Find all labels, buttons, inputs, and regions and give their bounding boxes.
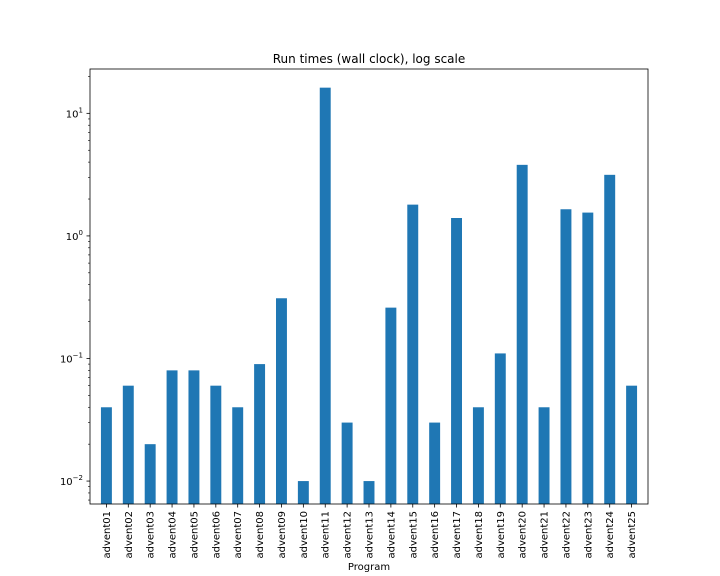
x-tick-label-advent10: advent10 — [299, 511, 310, 559]
bar-advent14 — [385, 307, 397, 504]
x-tick-label-advent04: advent04 — [168, 511, 179, 559]
x-tick-label-advent15: advent15 — [408, 511, 419, 559]
bar-advent22 — [560, 209, 572, 504]
bar-advent02 — [122, 385, 134, 504]
plot-frame — [89, 68, 649, 505]
y-tick-label: 101 — [66, 106, 83, 120]
bar-advent01 — [100, 407, 112, 504]
bars-layer — [100, 87, 638, 504]
x-tick-label-advent06: advent06 — [211, 511, 222, 559]
x-tick-label-advent23: advent23 — [583, 511, 594, 559]
bar-advent04 — [166, 370, 178, 504]
bar-advent08 — [254, 364, 266, 504]
bar-advent07 — [232, 407, 244, 504]
y-tick-label: 100 — [66, 229, 83, 243]
bar-advent25 — [626, 385, 638, 504]
bar-advent06 — [210, 385, 222, 504]
bar-advent12 — [341, 422, 353, 504]
x-tick-label-advent19: advent19 — [496, 511, 507, 559]
x-tick-label-advent12: advent12 — [343, 511, 354, 559]
bar-advent21 — [538, 407, 550, 504]
bar-advent13 — [363, 481, 375, 504]
x-tick-label-advent16: advent16 — [430, 511, 441, 559]
x-tick-label-advent03: advent03 — [146, 511, 157, 559]
bar-advent15 — [407, 204, 419, 504]
x-tick-label-advent08: advent08 — [255, 511, 266, 559]
x-tick-label-advent24: advent24 — [605, 511, 616, 559]
x-tick-label-advent02: advent02 — [124, 511, 135, 559]
bar-advent18 — [472, 407, 484, 504]
x-tick-label-advent14: advent14 — [386, 511, 397, 559]
y-tick-label: 10−1 — [60, 351, 83, 365]
chart-title: Run times (wall clock), log scale — [273, 52, 466, 66]
bar-advent16 — [429, 422, 441, 504]
x-axis-label: Program — [348, 562, 390, 573]
x-tick-label-advent13: advent13 — [365, 511, 376, 559]
bar-advent11 — [319, 87, 331, 504]
bar-advent10 — [297, 481, 309, 504]
x-tick-label-advent09: advent09 — [277, 511, 288, 559]
x-tick-label-advent01: advent01 — [102, 511, 113, 559]
bar-advent20 — [516, 164, 528, 504]
x-tick-label-advent20: advent20 — [518, 511, 529, 559]
bar-advent17 — [451, 218, 462, 504]
x-tick-label-advent21: advent21 — [540, 511, 551, 559]
bar-advent03 — [144, 444, 156, 504]
bar-advent19 — [494, 353, 506, 504]
x-tick-label-advent22: advent22 — [561, 511, 572, 559]
bar-advent05 — [188, 370, 200, 504]
x-tick-label-advent25: advent25 — [627, 511, 638, 559]
bar-advent23 — [582, 212, 594, 504]
x-tick-label-advent17: advent17 — [452, 511, 463, 559]
x-tick-label-advent05: advent05 — [189, 511, 200, 559]
y-tick-label: 10−2 — [60, 474, 83, 488]
bar-advent09 — [276, 298, 287, 504]
bar-advent24 — [604, 174, 616, 504]
x-tick-label-advent07: advent07 — [233, 511, 244, 559]
x-tick-label-advent18: advent18 — [474, 511, 485, 559]
x-tick-label-advent11: advent11 — [321, 511, 332, 559]
